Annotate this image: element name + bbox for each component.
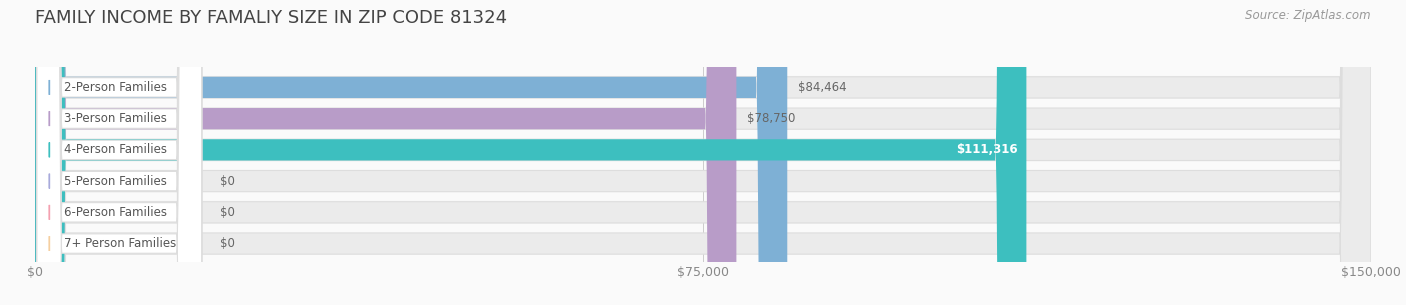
- FancyBboxPatch shape: [35, 107, 1371, 130]
- Text: $0: $0: [219, 206, 235, 219]
- Text: $0: $0: [219, 237, 235, 250]
- Text: $0: $0: [219, 174, 235, 188]
- FancyBboxPatch shape: [35, 0, 1371, 305]
- FancyBboxPatch shape: [35, 0, 1371, 305]
- FancyBboxPatch shape: [35, 76, 1371, 99]
- Text: 4-Person Families: 4-Person Families: [63, 143, 167, 156]
- FancyBboxPatch shape: [37, 0, 201, 305]
- Text: $111,316: $111,316: [956, 143, 1018, 156]
- FancyBboxPatch shape: [35, 232, 1371, 255]
- Text: FAMILY INCOME BY FAMALIY SIZE IN ZIP CODE 81324: FAMILY INCOME BY FAMALIY SIZE IN ZIP COD…: [35, 9, 508, 27]
- FancyBboxPatch shape: [35, 138, 1371, 161]
- FancyBboxPatch shape: [35, 0, 737, 305]
- FancyBboxPatch shape: [37, 0, 201, 305]
- Text: 7+ Person Families: 7+ Person Families: [63, 237, 176, 250]
- FancyBboxPatch shape: [35, 0, 1371, 305]
- FancyBboxPatch shape: [37, 0, 201, 305]
- FancyBboxPatch shape: [35, 0, 787, 305]
- FancyBboxPatch shape: [35, 0, 1371, 305]
- FancyBboxPatch shape: [35, 201, 1371, 224]
- Text: 3-Person Families: 3-Person Families: [63, 112, 166, 125]
- FancyBboxPatch shape: [37, 0, 201, 305]
- FancyBboxPatch shape: [35, 0, 1371, 305]
- FancyBboxPatch shape: [35, 170, 1371, 193]
- Text: 6-Person Families: 6-Person Families: [63, 206, 167, 219]
- FancyBboxPatch shape: [37, 0, 201, 305]
- FancyBboxPatch shape: [37, 0, 201, 305]
- FancyBboxPatch shape: [35, 0, 1371, 305]
- Text: 5-Person Families: 5-Person Families: [63, 174, 166, 188]
- Text: $84,464: $84,464: [799, 81, 846, 94]
- Text: 2-Person Families: 2-Person Families: [63, 81, 167, 94]
- Text: $78,750: $78,750: [747, 112, 796, 125]
- FancyBboxPatch shape: [35, 0, 1026, 305]
- Text: Source: ZipAtlas.com: Source: ZipAtlas.com: [1246, 9, 1371, 22]
